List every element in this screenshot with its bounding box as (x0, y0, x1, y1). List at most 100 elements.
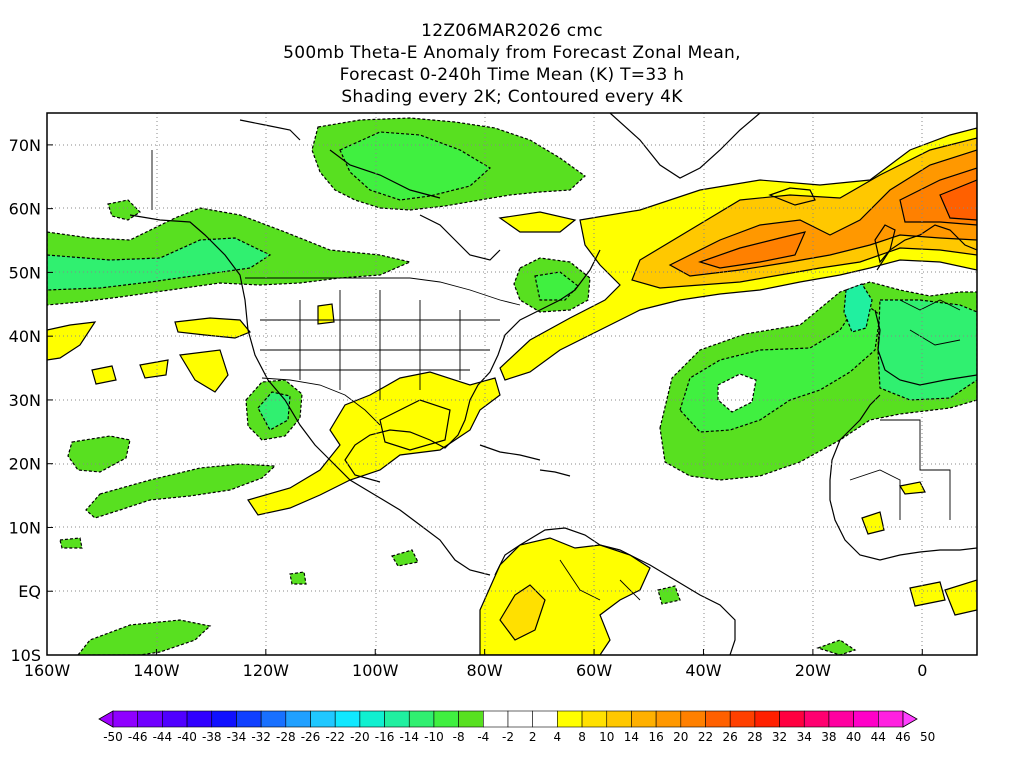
colorbar-swatch (705, 710, 731, 728)
anomaly-area-azores-core (843, 283, 873, 333)
colorbar-swatch (137, 710, 163, 728)
colorbar-label: 44 (871, 730, 886, 744)
coast-na-east (344, 249, 601, 483)
colorbar-label: -44 (153, 730, 173, 744)
colorbar-label: -38 (202, 730, 222, 744)
colorbar-label: 20 (673, 730, 688, 744)
border-europe (899, 299, 961, 346)
colorbar-label: 8 (578, 730, 586, 744)
coast-na-west (129, 214, 491, 576)
x-tick-label: 140W (133, 661, 180, 680)
colorbar-label: -46 (128, 730, 148, 744)
colorbar-label: 32 (772, 730, 787, 744)
colorbar-swatch (112, 710, 138, 728)
colorbar-min-arrow (98, 710, 114, 728)
coastlines (129, 113, 977, 655)
anomaly-area-south-america-inner (499, 584, 546, 641)
colorbar-label: 2 (529, 730, 537, 744)
colorbar-label: 28 (747, 730, 762, 744)
y-axis: 70N 60N 50N 40N 30N 20N 10N EQ 10S (9, 136, 53, 665)
colorbar-label: -50 (103, 730, 123, 744)
coast-hudson (419, 214, 501, 261)
anomaly-area-africa-2 (861, 511, 885, 535)
anomaly-area-trop-pacific-2 (85, 463, 277, 519)
colorbar-swatch (507, 710, 533, 728)
y-tick-label: 70N (9, 136, 41, 155)
colorbar: -50 -46 -44 -40 -38 -34 -32 -28 -26 -22 -20 -16 -14-… (98, 710, 935, 744)
anomaly-area-utah (317, 303, 335, 325)
colorbar-label: 38 (821, 730, 836, 744)
coast-arctic-1 (239, 119, 301, 141)
anomaly-area-small-1 (391, 549, 419, 567)
anomaly-area-pacific-spot-1 (179, 349, 229, 393)
colorbar-swatch (260, 710, 287, 728)
coast-africa (829, 394, 977, 561)
title-line-3: Forecast 0-240h Time Mean (K) T=33 h (339, 65, 685, 85)
x-tick-label: 20W (795, 661, 831, 680)
colorbar-swatch (853, 710, 879, 728)
colorbar-max-arrow (902, 710, 918, 728)
colorbar-swatch (433, 710, 459, 728)
border-us-states-1 (299, 290, 461, 400)
anomaly-area-trop-pacific-1 (67, 435, 131, 473)
coast-caribbean-1 (479, 444, 541, 461)
colorbar-swatch (828, 710, 854, 728)
x-tick-label: 60W (576, 661, 612, 680)
anomaly-area-pacific-arc-2 (174, 317, 251, 339)
colorbar-label: -16 (375, 730, 395, 744)
anomaly-area-atlantic-hole (717, 373, 757, 413)
anomaly-area-africa-3 (909, 581, 946, 607)
anomaly-area-north-atlantic-peak (939, 179, 977, 221)
colorbar-swatch (680, 710, 706, 728)
x-tick-label: 0 (917, 661, 927, 680)
positive-anomaly-shading (47, 127, 977, 655)
anomaly-area-africa-4 (944, 579, 977, 616)
anomaly-area-north-pacific-inner (47, 237, 272, 291)
negative-anomaly-shading (47, 117, 977, 655)
border-us-states-2 (260, 319, 500, 371)
anomaly-area-africa-1 (899, 481, 926, 495)
title-line-1: 12Z06MAR2026 cmc (421, 21, 603, 41)
colorbar-label: 14 (624, 730, 639, 744)
coast-iberia (874, 309, 977, 386)
y-tick-label: 10N (9, 518, 41, 537)
anomaly-area-pacific-arc (47, 321, 97, 361)
colorbar-swatch (655, 710, 682, 728)
anomaly-area-north-atlantic-max (698, 167, 977, 269)
anomaly-area-hudson-inner (339, 131, 492, 201)
y-tick-label: 10S (10, 646, 41, 665)
colorbar-swatch (779, 710, 805, 728)
anomaly-area-trop-pacific-3 (59, 537, 83, 549)
colorbar-label: -40 (177, 730, 197, 744)
coast-iceland (768, 187, 816, 206)
country-borders (151, 150, 961, 601)
coast-greenland (609, 113, 761, 179)
title-line-4: Shading every 2K; Contoured every 4K (341, 87, 683, 107)
map-plot-area (47, 113, 977, 655)
border-south-america (559, 559, 641, 601)
colorbar-swatch (878, 710, 904, 728)
x-tick-label: 100W (352, 661, 399, 680)
colorbar-label: -2 (502, 730, 514, 744)
colorbar-swatch (162, 710, 188, 728)
colorbar-label: 4 (554, 730, 562, 744)
colorbar-swatch (581, 710, 608, 728)
x-tick-label: 120W (243, 661, 290, 680)
x-tick-label: 40W (685, 661, 721, 680)
colorbar-label: -10 (424, 730, 444, 744)
y-tick-label: 50N (9, 263, 41, 282)
colorbar-label: -22 (325, 730, 345, 744)
colorbar-swatch (186, 710, 213, 728)
colorbar-swatch (310, 710, 336, 728)
chart-title: 12Z06MAR2026 cmc 500mb Theta-E Anomaly f… (0, 20, 1024, 108)
colorbar-label: -34 (227, 730, 247, 744)
anomaly-area-iberia-inner (877, 299, 977, 401)
coast-europe (876, 224, 977, 271)
colorbar-label: -8 (453, 730, 465, 744)
anomaly-area-labrador (498, 211, 577, 233)
colorbar-label: -14 (399, 730, 419, 744)
colorbar-swatch (606, 710, 632, 728)
y-tick-label: 20N (9, 455, 41, 474)
colorbar-swatch (557, 710, 583, 728)
